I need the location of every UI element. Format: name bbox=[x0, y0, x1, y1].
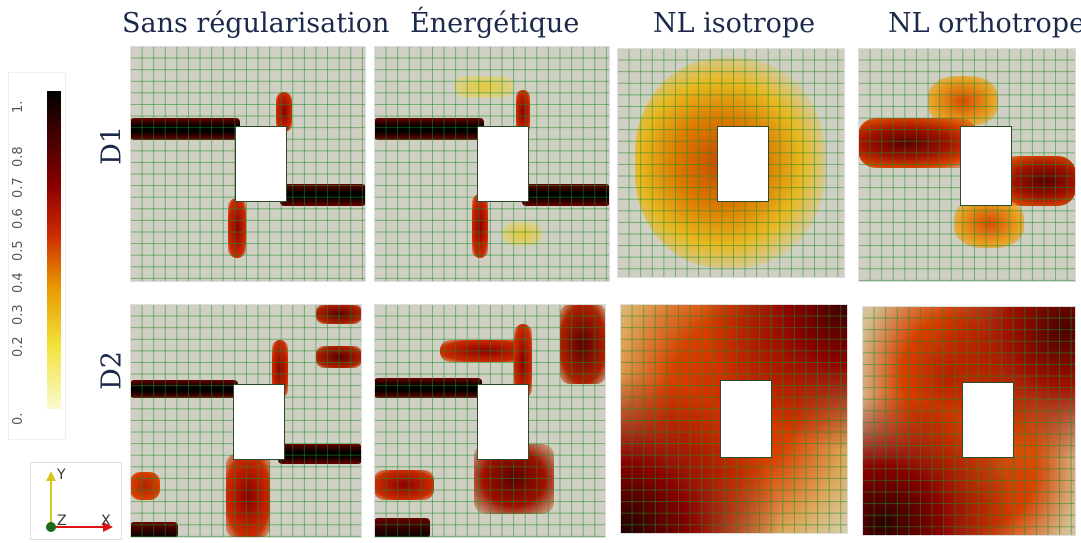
panel-d2-nl-isotrope bbox=[620, 304, 848, 534]
axis-y-label: Y bbox=[57, 467, 66, 483]
colorbar-tick: 0.3 bbox=[11, 304, 26, 325]
colorbar-tick: 0.2 bbox=[11, 336, 26, 357]
panel-d2-sans-regularisation bbox=[130, 304, 362, 538]
colorbar: 1. 0.8 0.7 0.6 0.5 0.4 0.3 0.2 0. bbox=[8, 72, 66, 440]
row-label-d1: D1 bbox=[96, 126, 128, 165]
colorbar-tick: 0.6 bbox=[11, 208, 26, 229]
column-title-3: NL isotrope bbox=[653, 8, 816, 39]
colorbar-tick: 1. bbox=[11, 100, 26, 113]
axes-triad-icon bbox=[46, 471, 113, 532]
column-title-1: Sans régularisation bbox=[122, 8, 390, 39]
panel-d2-energetique bbox=[374, 304, 606, 538]
axis-x-label: X bbox=[101, 513, 111, 529]
axes-triad: Y Z X bbox=[30, 462, 122, 540]
colorbar-tick: 0.4 bbox=[11, 272, 26, 293]
colorbar-tick: 0. bbox=[11, 412, 26, 425]
panel-d1-nl-orthotrope bbox=[858, 48, 1076, 282]
panel-d2-nl-orthotrope bbox=[862, 306, 1076, 536]
row-label-d2: D2 bbox=[96, 351, 128, 390]
panel-d1-nl-isotrope bbox=[617, 48, 845, 278]
column-title-4: NL orthotrope bbox=[888, 8, 1081, 39]
colorbar-tick: 0.5 bbox=[11, 240, 26, 261]
colorbar-tick: 0.8 bbox=[11, 146, 26, 167]
colorbar-gradient bbox=[47, 91, 61, 409]
column-title-2: Énergétique bbox=[410, 8, 580, 39]
axis-z-label: Z bbox=[57, 513, 67, 529]
panel-d1-energetique bbox=[374, 46, 610, 282]
colorbar-tick: 0.7 bbox=[11, 177, 26, 198]
panel-d1-sans-regularisation bbox=[130, 46, 366, 282]
